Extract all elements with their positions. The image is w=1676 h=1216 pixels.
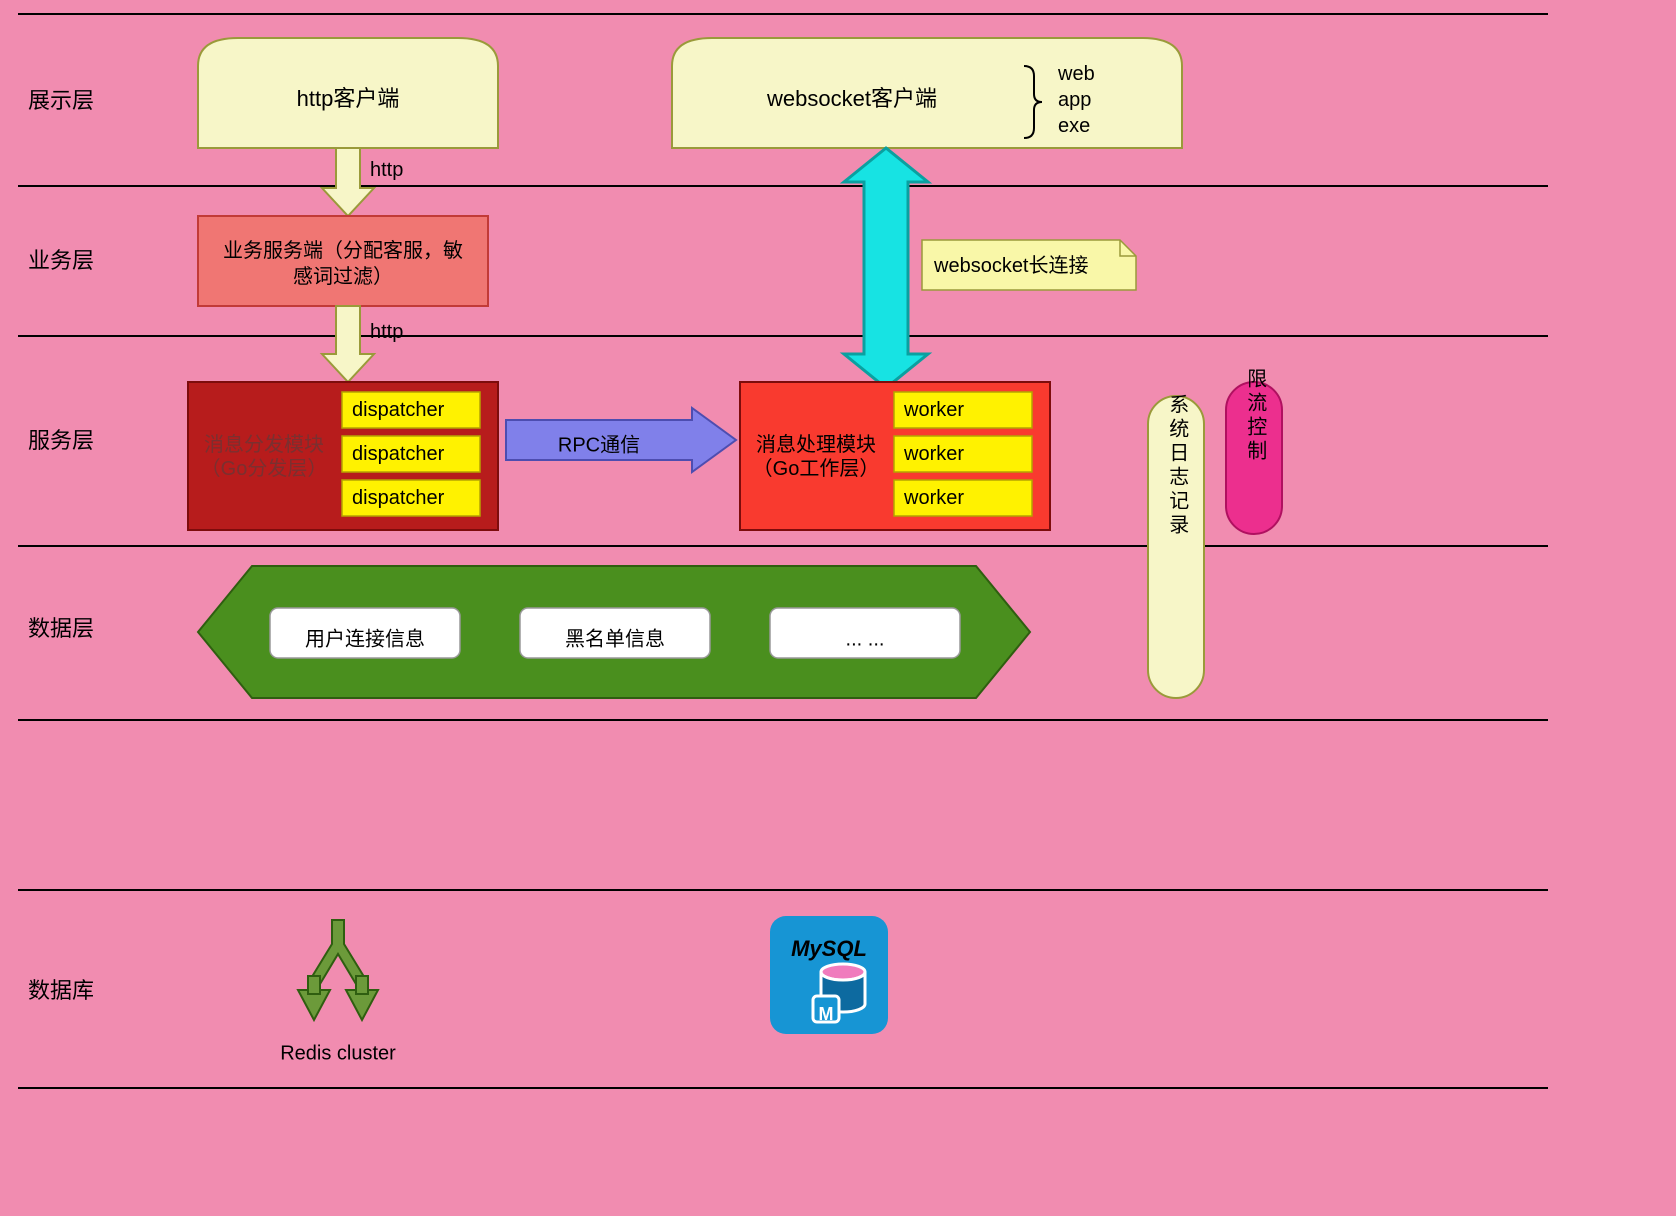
data-item-label: 黑名单信息 (565, 627, 665, 650)
mysql-label: MySQL (791, 936, 867, 961)
ratelimit-label: 限流控制 (1244, 368, 1267, 464)
redis-label: Redis cluster (280, 1042, 396, 1064)
ws-note-label: websocket长连接 (933, 254, 1089, 277)
worker-label: worker (903, 443, 964, 465)
data-item-label: 用户连接信息 (305, 627, 425, 650)
worker-label: worker (903, 399, 964, 421)
ws-client-item: exe (1058, 115, 1090, 137)
layer-label: 数据库 (28, 978, 94, 1003)
layer-label: 业务层 (28, 248, 94, 273)
arrow-label: http (370, 159, 403, 181)
db-badge-letter: M (819, 1004, 834, 1024)
log-label: 系统日志记录 (1166, 394, 1189, 538)
ws-client-item: app (1058, 89, 1091, 111)
http-client-label: http客户端 (297, 86, 400, 111)
layer-label: 展示层 (28, 88, 94, 113)
rpc-label: RPC通信 (558, 433, 640, 456)
data-item-label: ... ... (846, 628, 885, 650)
ws-client-item: web (1057, 63, 1095, 85)
layer-label: 服务层 (28, 428, 94, 453)
worker-label: dispatcher (352, 399, 445, 421)
layer-label: 数据层 (28, 616, 94, 641)
worker-label: dispatcher (352, 487, 445, 509)
arrow-label: http (370, 321, 403, 343)
ws-client-label: websocket客户端 (766, 86, 937, 111)
worker-label: worker (903, 487, 964, 509)
worker-label: dispatcher (352, 443, 445, 465)
